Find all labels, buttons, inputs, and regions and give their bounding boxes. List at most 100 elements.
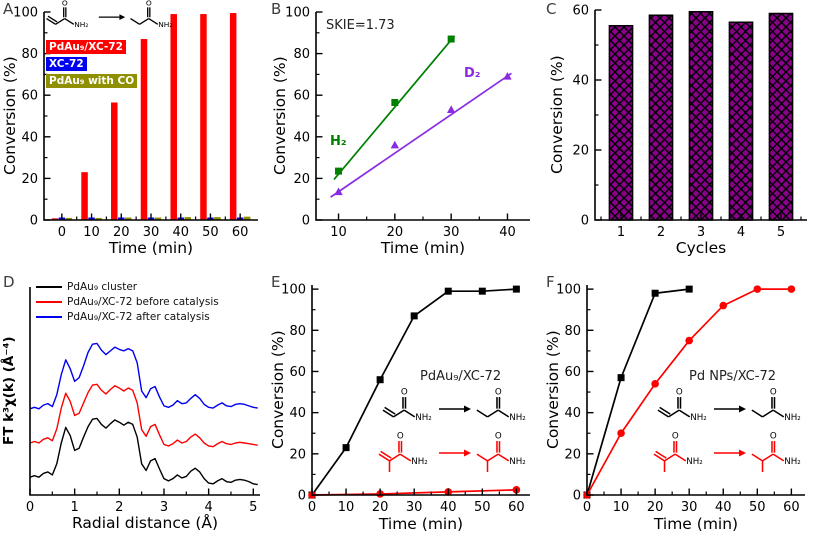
- legend-color-swatch: [36, 316, 62, 318]
- x-axis-label: Radial distance (Å): [71, 514, 219, 532]
- svg-text:50: 50: [202, 225, 219, 240]
- svg-text:100: 100: [556, 283, 581, 298]
- legend-color-swatch: [36, 286, 62, 288]
- svg-text:50: 50: [749, 500, 766, 515]
- svg-text:3: 3: [697, 225, 705, 240]
- svg-text:40: 40: [715, 500, 732, 515]
- y-axis-label: FT k³χ(k) (Å⁻⁴): [1, 336, 17, 446]
- legend-item: PdAu₉/XC-72 before catalysis: [36, 296, 219, 308]
- catalyst-annotation: Pd NPs/XC-72: [689, 369, 776, 384]
- svg-text:80: 80: [21, 47, 38, 62]
- panel-letter-f: F: [546, 273, 555, 291]
- svg-text:100: 100: [281, 283, 306, 298]
- legend: PdAu₉/XC-72 XC-72 PdAu₉ with CO: [46, 40, 138, 88]
- svg-text:50: 50: [474, 500, 491, 515]
- panel-letter-c: C: [546, 0, 557, 18]
- svg-text:60: 60: [564, 365, 581, 380]
- svg-text:60: 60: [572, 4, 589, 19]
- x-axis-label: Time (min): [380, 239, 466, 257]
- svg-text:20: 20: [387, 225, 404, 240]
- svg-text:40: 40: [440, 500, 457, 515]
- svg-text:40: 40: [289, 406, 306, 421]
- svg-text:20: 20: [564, 447, 581, 462]
- legend: PdAu₉ cluster PdAu₉/XC-72 before catalysi…: [36, 281, 219, 323]
- y-axis-label: Conversion (%): [544, 330, 562, 450]
- svg-text:20: 20: [572, 144, 589, 159]
- panel-e-chart: 0 10 20 30 40 50 60 0 20 40 60 80 100: [281, 283, 530, 515]
- svg-text:5: 5: [249, 500, 257, 515]
- svg-text:40: 40: [21, 130, 38, 145]
- svg-text:3: 3: [160, 500, 168, 515]
- svg-text:10: 10: [83, 225, 100, 240]
- svg-text:0: 0: [26, 500, 34, 515]
- legend-item: XC-72: [46, 57, 87, 71]
- svg-text:60: 60: [232, 225, 249, 240]
- panel-f: 0 10 20 30 40 50 60 0 20 40 60 80 100 F Time (min) C…: [543, 273, 815, 546]
- svg-text:0: 0: [302, 214, 310, 229]
- svg-text:0: 0: [58, 225, 66, 240]
- panel-c-chart: 1 2 3 4 5 0 20 40 60: [572, 4, 807, 240]
- svg-text:30: 30: [406, 500, 423, 515]
- y-axis-label: Conversion (%): [271, 56, 289, 176]
- svg-text:20: 20: [293, 172, 310, 187]
- skie-annotation: SKIE=1.73: [326, 18, 395, 33]
- svg-text:40: 40: [293, 130, 310, 145]
- svg-text:40: 40: [499, 225, 516, 240]
- panel-letter-e: E: [271, 273, 281, 291]
- y-axis-label: Conversion (%): [548, 55, 566, 175]
- panel-letter-a: A: [3, 0, 14, 18]
- svg-text:20: 20: [372, 500, 389, 515]
- svg-text:60: 60: [293, 89, 310, 104]
- y-axis-label: Conversion (%): [1, 56, 19, 176]
- svg-text:100: 100: [285, 6, 310, 21]
- legend-label: PdAu₉ cluster: [67, 281, 138, 293]
- panel-e: 0 10 20 30 40 50 60 0 20 40 60 80 100 E Time (min) C…: [268, 273, 540, 546]
- svg-text:0: 0: [581, 214, 589, 229]
- svg-text:80: 80: [564, 324, 581, 339]
- svg-text:100: 100: [13, 6, 38, 21]
- svg-text:2: 2: [115, 500, 123, 515]
- svg-text:0: 0: [583, 500, 591, 515]
- svg-text:20: 20: [113, 225, 130, 240]
- d2-series-label: D₂: [464, 66, 481, 81]
- x-axis-label: Time (min): [653, 515, 739, 533]
- panel-d-chart: 0 1 2 3 4 5: [26, 287, 260, 515]
- svg-text:60: 60: [289, 365, 306, 380]
- svg-text:5: 5: [777, 225, 785, 240]
- svg-text:30: 30: [443, 225, 460, 240]
- panel-a: 0 10 20 30 40 50 60 0 20 40 60 80 100 A Time (min) C…: [0, 0, 272, 273]
- svg-text:60: 60: [783, 500, 800, 515]
- panel-f-chart: 0 10 20 30 40 50 60 0 20 40 60 80 100: [556, 283, 805, 515]
- legend-item: PdAu₉ cluster: [36, 281, 219, 293]
- svg-text:10: 10: [613, 500, 630, 515]
- legend-color-swatch: [36, 301, 62, 303]
- svg-text:20: 20: [647, 500, 664, 515]
- svg-text:1: 1: [71, 500, 79, 515]
- svg-text:60: 60: [508, 500, 525, 515]
- svg-text:40: 40: [172, 225, 189, 240]
- legend-item: PdAu₉/XC-72: [46, 40, 126, 54]
- x-axis-label: Cycles: [675, 239, 727, 257]
- legend-label: PdAu₉/XC-72 before catalysis: [67, 296, 219, 308]
- y-axis-label: Conversion (%): [269, 330, 287, 450]
- h2-series-label: H₂: [330, 134, 347, 149]
- svg-text:0: 0: [30, 214, 38, 229]
- catalyst-annotation: PdAu₉/XC-72: [420, 369, 502, 384]
- svg-text:10: 10: [330, 225, 347, 240]
- svg-text:30: 30: [681, 500, 698, 515]
- svg-text:40: 40: [564, 406, 581, 421]
- svg-text:80: 80: [289, 324, 306, 339]
- svg-text:30: 30: [143, 225, 160, 240]
- svg-text:80: 80: [293, 47, 310, 62]
- svg-text:0: 0: [298, 489, 306, 504]
- svg-text:2: 2: [657, 225, 665, 240]
- svg-text:10: 10: [338, 500, 355, 515]
- svg-text:0: 0: [308, 500, 316, 515]
- svg-text:20: 20: [21, 172, 38, 187]
- legend-item: PdAu₉/XC-72 after catalysis: [36, 311, 219, 323]
- legend-item: PdAu₉ with CO: [46, 74, 138, 88]
- panel-letter-d: D: [3, 273, 15, 291]
- svg-text:0: 0: [573, 489, 581, 504]
- x-axis-label: Time (min): [108, 239, 194, 257]
